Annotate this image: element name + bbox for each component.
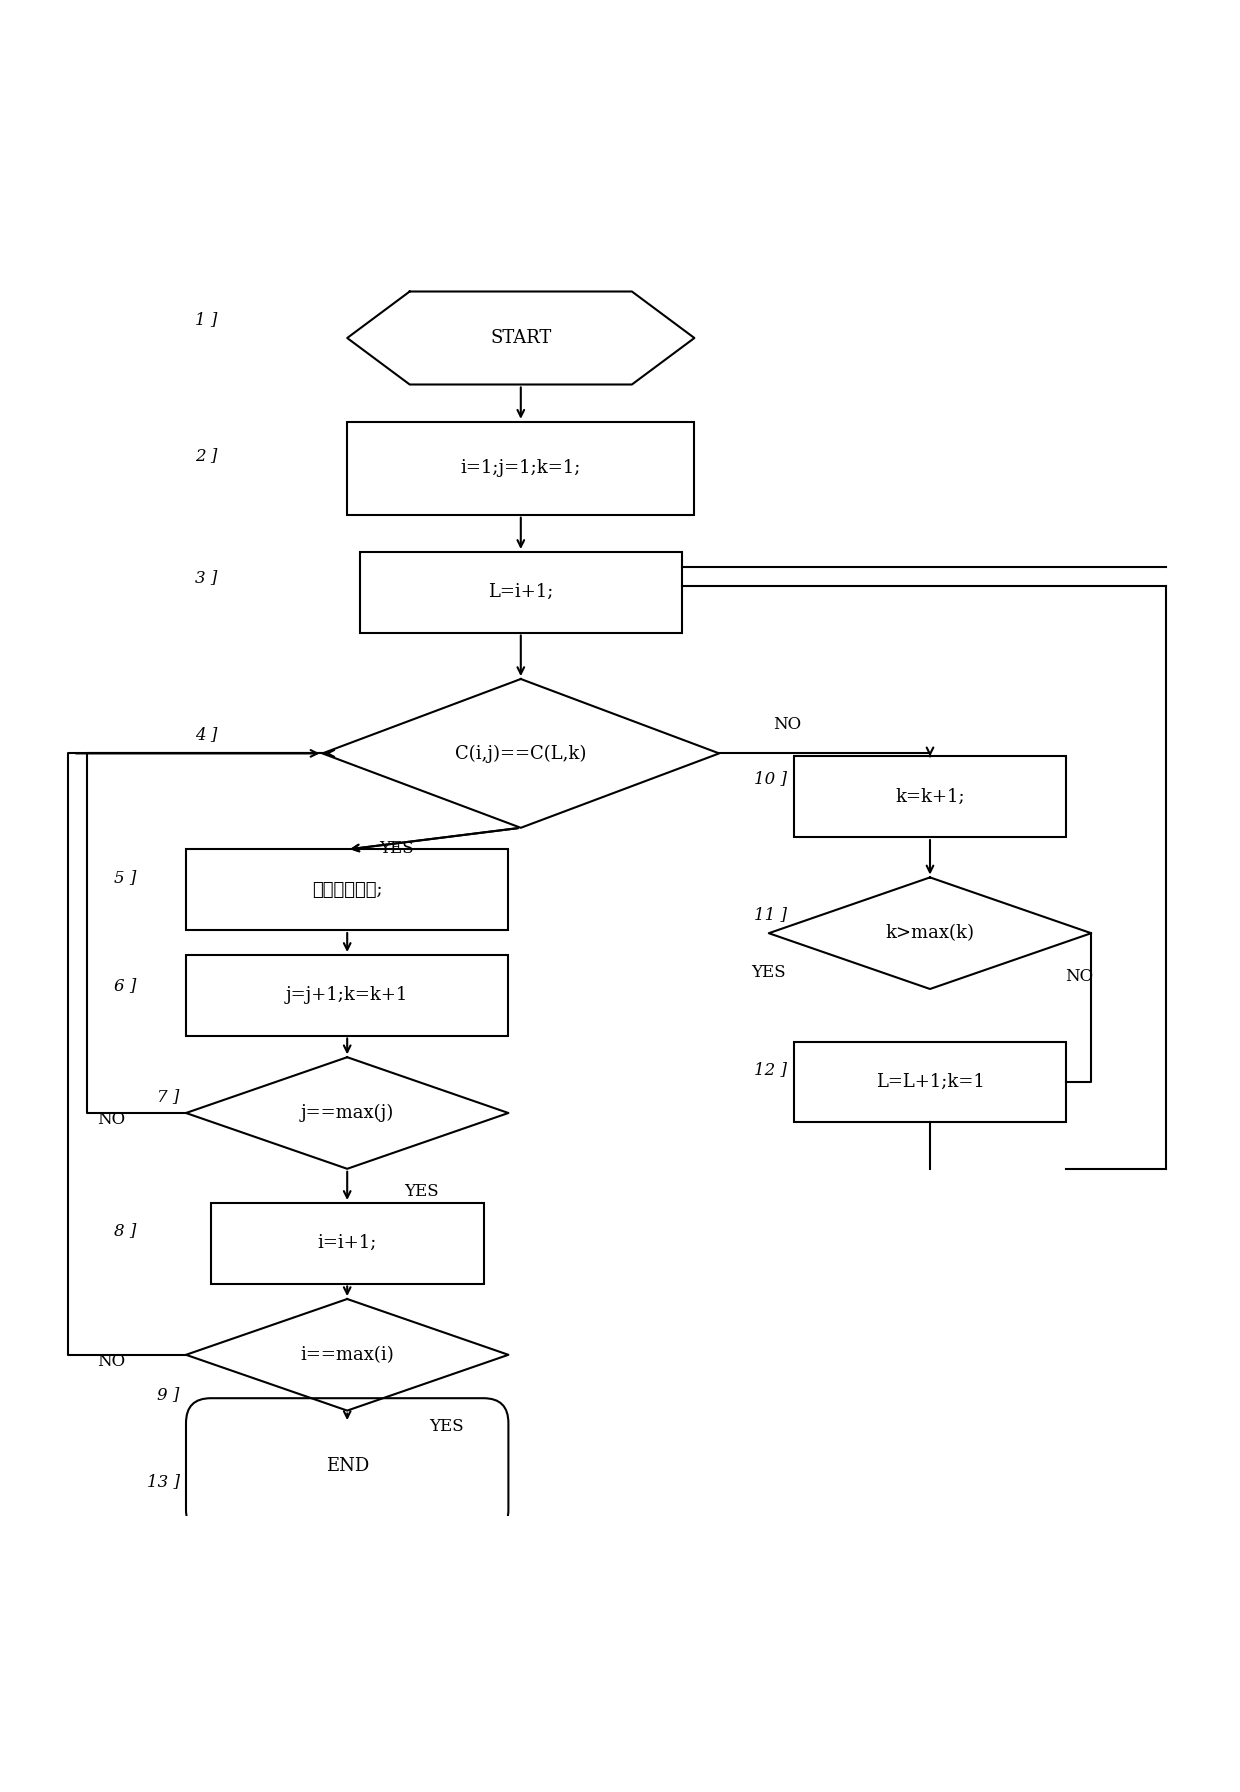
Text: YES: YES <box>751 964 786 982</box>
Text: 2 ]: 2 ] <box>195 448 217 464</box>
Text: NO: NO <box>98 1353 125 1369</box>
Bar <box>347 421 694 514</box>
Text: NO: NO <box>774 717 801 733</box>
Text: j==max(j): j==max(j) <box>300 1104 394 1122</box>
Text: 6 ]: 6 ] <box>114 977 136 995</box>
Text: 13 ]: 13 ] <box>146 1473 180 1489</box>
Text: YES: YES <box>379 840 414 857</box>
Text: END: END <box>326 1457 368 1475</box>
Text: i=1;j=1;k=1;: i=1;j=1;k=1; <box>460 459 582 477</box>
Text: YES: YES <box>404 1183 439 1199</box>
Text: k>max(k): k>max(k) <box>885 925 975 943</box>
Text: 3 ]: 3 ] <box>195 568 217 586</box>
Text: L=i+1;: L=i+1; <box>489 582 553 600</box>
Text: j=j+1;k=k+1: j=j+1;k=k+1 <box>286 986 408 1004</box>
Text: i=i+1;: i=i+1; <box>317 1235 377 1253</box>
Text: k=k+1;: k=k+1; <box>895 788 965 806</box>
Text: 7 ]: 7 ] <box>157 1088 180 1106</box>
Bar <box>186 955 508 1036</box>
Bar <box>794 1041 1066 1122</box>
Text: 9 ]: 9 ] <box>157 1385 180 1403</box>
Text: C(i,j)==C(L,k): C(i,j)==C(L,k) <box>455 744 587 763</box>
Bar <box>211 1202 484 1283</box>
Text: 10 ]: 10 ] <box>754 771 787 787</box>
Text: 11 ]: 11 ] <box>754 907 787 923</box>
Bar <box>360 552 682 633</box>
Text: 8 ]: 8 ] <box>114 1222 136 1240</box>
Text: NO: NO <box>98 1111 125 1127</box>
Text: NO: NO <box>1065 968 1092 986</box>
Bar <box>186 849 508 930</box>
Text: 1 ]: 1 ] <box>195 310 217 328</box>
Bar <box>794 756 1066 837</box>
Text: 地层层底连线;: 地层层底连线; <box>312 882 382 900</box>
Text: YES: YES <box>429 1417 464 1435</box>
Text: 12 ]: 12 ] <box>754 1061 787 1079</box>
Text: L=L+1;k=1: L=L+1;k=1 <box>875 1073 985 1091</box>
Text: 5 ]: 5 ] <box>114 869 136 885</box>
Text: i==max(i): i==max(i) <box>300 1346 394 1364</box>
Text: START: START <box>490 330 552 348</box>
FancyBboxPatch shape <box>186 1398 508 1534</box>
Text: 4 ]: 4 ] <box>195 726 217 744</box>
